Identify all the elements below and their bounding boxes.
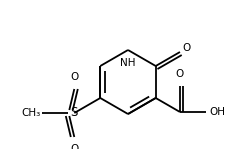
Text: OH: OH xyxy=(208,107,224,117)
Text: CH₃: CH₃ xyxy=(21,108,40,118)
Text: O: O xyxy=(70,144,78,149)
Text: O: O xyxy=(181,44,189,53)
Text: O: O xyxy=(70,72,78,82)
Text: NH: NH xyxy=(120,58,135,68)
Text: O: O xyxy=(175,69,183,79)
Text: S: S xyxy=(70,107,78,119)
